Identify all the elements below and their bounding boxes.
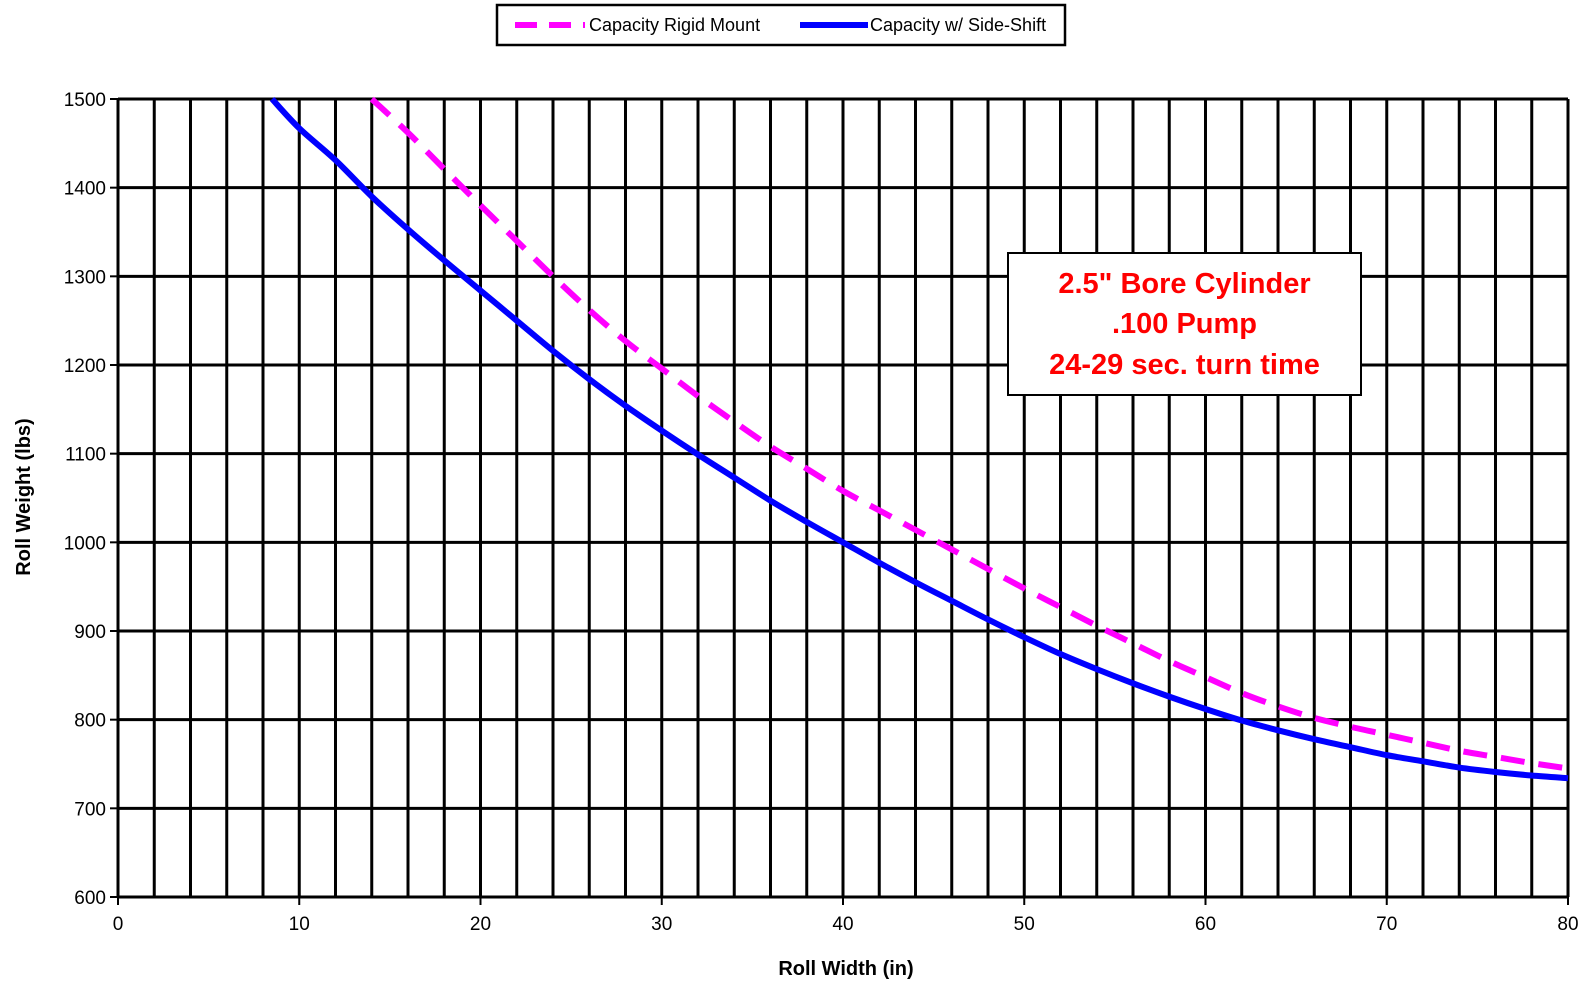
annotation-line-2: .100 Pump [1112, 308, 1257, 340]
x-tick-label-70: 70 [1376, 914, 1397, 935]
y-tick-label-1000: 1000 [64, 533, 106, 554]
annotation-box: 2.5" Bore Cylinder .100 Pump 24-29 sec. … [1007, 252, 1362, 396]
x-tick-label-60: 60 [1195, 914, 1216, 935]
series-layer [269, 96, 1569, 782]
legend-label-side-shift: Capacity w/ Side-Shift [870, 15, 1046, 35]
x-axis-title: Roll Width (in) [778, 958, 913, 980]
legend-box [495, 3, 1067, 47]
y-tick-label-1200: 1200 [64, 356, 106, 377]
grid [116, 97, 1570, 899]
x-tick-label-50: 50 [1014, 914, 1035, 935]
annotation-line-3: 24-29 sec. turn time [1049, 349, 1320, 381]
y-tick-label-1300: 1300 [64, 267, 106, 288]
y-tick-labels: 600 700 800 900 1000 1100 1200 1300 1400 1500 [64, 90, 106, 909]
y-tick-label-800: 800 [74, 711, 106, 732]
series-side-shift-line [269, 96, 1569, 782]
x-tick-label-10: 10 [289, 914, 310, 935]
x-tick-label-20: 20 [470, 914, 491, 935]
legend-label-rigid-mount: Capacity Rigid Mount [589, 15, 760, 35]
y-tick-label-900: 900 [74, 622, 106, 643]
annotation-line-1: 2.5" Bore Cylinder [1058, 268, 1310, 300]
y-tick-label-1100: 1100 [65, 445, 106, 466]
x-tick-label-80: 80 [1557, 914, 1578, 935]
y-tick-label-600: 600 [74, 888, 106, 909]
annotation-frame [1007, 252, 1362, 396]
y-axis-title: Roll Weight (lbs) [13, 418, 35, 575]
x-tick-labels: 0 10 20 30 40 50 60 70 80 [113, 914, 1579, 935]
legend: Capacity Rigid Mount Capacity w/ Side-Sh… [495, 3, 1067, 47]
y-tick-label-1500: 1500 [64, 90, 106, 111]
y-tick-label-700: 700 [74, 799, 106, 820]
x-tick-label-30: 30 [651, 914, 672, 935]
x-tick-label-40: 40 [832, 914, 853, 935]
x-tick-label-0: 0 [113, 914, 124, 935]
axis-ticks [110, 98, 1569, 905]
y-tick-label-1400: 1400 [64, 179, 106, 200]
series-rigid-mount-line [369, 96, 1569, 772]
